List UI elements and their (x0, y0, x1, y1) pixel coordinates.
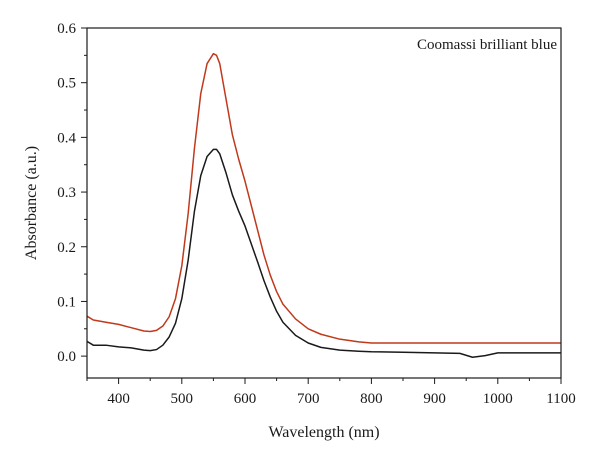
series-line-2 (86, 148, 561, 358)
chart-annotation: Coomassi brilliant blue (417, 37, 557, 53)
y-axis-title: Absorbance (a.u.) (23, 146, 40, 260)
x-tick-label: 400 (107, 391, 130, 407)
x-tick-label: 700 (297, 391, 320, 407)
y-tick-label: 0.1 (57, 294, 76, 310)
plot-frame (86, 27, 562, 379)
x-tick-label: 900 (423, 391, 446, 407)
x-tick-label: 1000 (483, 391, 513, 407)
x-tick-label: 500 (171, 391, 194, 407)
x-tick-label: 1100 (546, 391, 575, 407)
y-tick-label: 0.4 (57, 130, 76, 146)
ticks-layer: 400 500 600 700 800 900 1000 1100 0.0 0.1 0.2 0.3 0.… (57, 21, 575, 407)
y-tick-label: 0.3 (57, 185, 76, 201)
y-tick-label: 0.2 (57, 240, 76, 256)
series-line-1 (86, 52, 561, 344)
x-tick-label: 600 (234, 391, 257, 407)
series-layer (86, 52, 561, 358)
x-axis-title: Wavelength (nm) (268, 424, 379, 441)
x-tick-label: 800 (360, 391, 383, 407)
y-tick-label: 0.0 (57, 349, 76, 365)
y-tick-label: 0.6 (57, 21, 76, 37)
y-tick-label: 0.5 (57, 76, 76, 92)
